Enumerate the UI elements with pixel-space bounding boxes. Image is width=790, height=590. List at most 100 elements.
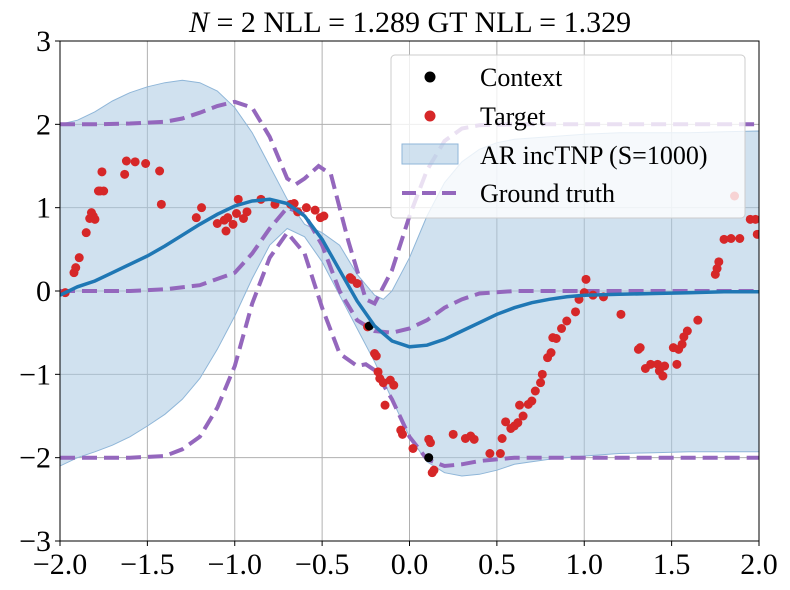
target-point-35 bbox=[301, 203, 311, 213]
target-point-53 bbox=[408, 444, 418, 453]
target-point-112 bbox=[751, 214, 759, 224]
target-point-82 bbox=[571, 307, 581, 317]
prediction-mean-line bbox=[60, 197, 759, 349]
target-point-64 bbox=[497, 434, 507, 443]
target-point-102 bbox=[682, 326, 692, 336]
x-tick-label-3: −0.5 bbox=[295, 548, 349, 581]
context-point-1 bbox=[424, 453, 434, 463]
x-tick-label-0: −2.0 bbox=[33, 548, 87, 581]
target-point-8 bbox=[90, 214, 100, 224]
target-point-13 bbox=[120, 169, 130, 179]
target-point-81 bbox=[562, 316, 572, 326]
legend-target-marker bbox=[424, 110, 436, 122]
target-point-103 bbox=[693, 315, 703, 325]
x-tick-label-6: 1.0 bbox=[566, 548, 604, 581]
target-point-92 bbox=[646, 359, 656, 369]
target-point-63 bbox=[495, 449, 505, 458]
legend-box bbox=[390, 54, 746, 219]
ground-truth-lower-line bbox=[60, 229, 759, 469]
y-tick-label-5: 2 bbox=[36, 108, 51, 141]
target-point-12 bbox=[99, 186, 109, 196]
target-point-15 bbox=[130, 157, 140, 167]
target-point-23 bbox=[221, 226, 231, 236]
target-point-17 bbox=[155, 166, 165, 176]
target-point-14 bbox=[121, 156, 131, 166]
target-point-44 bbox=[371, 351, 381, 361]
target-point-26 bbox=[231, 209, 241, 218]
target-point-24 bbox=[223, 213, 233, 223]
target-point-38 bbox=[319, 211, 329, 221]
target-point-72 bbox=[527, 396, 537, 406]
target-point-55 bbox=[425, 438, 435, 448]
target-point-36 bbox=[310, 205, 320, 215]
target-point-107 bbox=[719, 234, 729, 244]
target-point-25 bbox=[228, 219, 238, 229]
target-point-70 bbox=[518, 411, 528, 421]
legend-context-label: Context bbox=[480, 63, 563, 92]
target-point-73 bbox=[530, 386, 540, 396]
chart-title-text: = 2 NLL = 1.289 GT NLL = 1.329 bbox=[209, 6, 631, 39]
target-point-29 bbox=[242, 207, 252, 217]
target-point-16 bbox=[141, 159, 151, 168]
target-point-88 bbox=[616, 309, 626, 319]
x-tick-label-4: 0.0 bbox=[391, 548, 429, 581]
target-point-20 bbox=[197, 203, 207, 213]
target-point-2 bbox=[71, 263, 81, 273]
target-point-52 bbox=[398, 429, 408, 439]
target-point-80 bbox=[557, 324, 567, 333]
legend: Context Target AR incTNP (S=1000) Ground… bbox=[390, 54, 746, 219]
target-point-41 bbox=[352, 279, 362, 288]
y-tick-label-3: 0 bbox=[36, 275, 51, 308]
x-tick-label-8: 2.0 bbox=[740, 548, 778, 581]
target-point-69 bbox=[515, 400, 525, 410]
target-point-21 bbox=[212, 219, 222, 228]
target-point-68 bbox=[513, 418, 523, 428]
y-tick-label-6: 3 bbox=[36, 25, 51, 58]
chart-title: N = 2 NLL = 1.289 GT NLL = 1.329 bbox=[188, 6, 631, 39]
y-tick-label-4: 1 bbox=[36, 192, 51, 225]
target-point-90 bbox=[635, 343, 645, 353]
target-point-19 bbox=[191, 213, 201, 223]
target-point-57 bbox=[429, 465, 439, 475]
target-point-98 bbox=[672, 359, 682, 369]
target-point-18 bbox=[156, 199, 166, 209]
target-point-75 bbox=[537, 369, 547, 379]
y-tick-label-1: −2 bbox=[19, 442, 51, 475]
target-point-110 bbox=[735, 234, 745, 243]
target-point-4 bbox=[81, 228, 91, 238]
target-point-74 bbox=[536, 378, 546, 388]
target-point-48 bbox=[380, 400, 390, 410]
target-point-50 bbox=[389, 380, 399, 390]
target-point-65 bbox=[501, 417, 511, 427]
target-point-11 bbox=[97, 167, 107, 177]
target-point-100 bbox=[677, 339, 687, 349]
legend-context-marker bbox=[424, 71, 436, 83]
y-axis-ticks: −3 −2 −1 0 1 2 3 bbox=[19, 25, 60, 558]
legend-target-label: Target bbox=[480, 102, 546, 131]
legend-ground-truth-label: Ground truth bbox=[480, 179, 615, 208]
target-point-47 bbox=[378, 378, 388, 388]
target-point-27 bbox=[233, 194, 243, 204]
x-axis-ticks: −2.0 −1.5 −1.0 −0.5 0.0 0.5 1.0 1.5 2.0 bbox=[33, 541, 778, 581]
x-tick-label-2: −1.0 bbox=[208, 548, 262, 581]
ground-truth-mean-line bbox=[60, 205, 759, 335]
target-point-85 bbox=[581, 274, 591, 284]
y-tick-label-2: −1 bbox=[19, 358, 51, 391]
legend-band-swatch bbox=[401, 143, 459, 165]
target-points bbox=[60, 156, 759, 478]
x-tick-label-1: −1.5 bbox=[120, 548, 174, 581]
target-point-62 bbox=[485, 449, 495, 458]
x-tick-label-5: 0.5 bbox=[478, 548, 516, 581]
target-point-106 bbox=[714, 257, 724, 267]
target-point-58 bbox=[448, 429, 458, 439]
target-point-95 bbox=[658, 371, 668, 381]
target-point-77 bbox=[546, 348, 556, 358]
ground-truth-upper-line bbox=[60, 99, 759, 307]
legend-band-label: AR incTNP (S=1000) bbox=[480, 141, 707, 170]
target-point-28 bbox=[238, 214, 248, 223]
target-point-61 bbox=[469, 434, 479, 444]
chart-title-symbol: N bbox=[188, 6, 211, 39]
target-point-113 bbox=[752, 229, 759, 239]
x-tick-label-7: 1.5 bbox=[653, 548, 691, 581]
